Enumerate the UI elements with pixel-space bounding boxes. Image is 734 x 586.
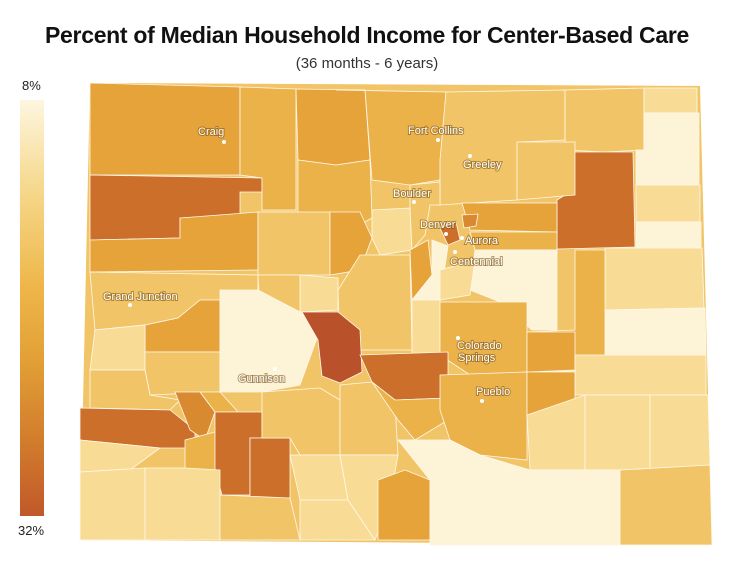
city-marker-greeley: Greeley (462, 154, 503, 172)
city-dot (460, 236, 464, 240)
county (411, 299, 441, 356)
city-label: Craig (198, 126, 224, 138)
county (371, 207, 413, 256)
legend-max-label: 8% (22, 78, 41, 93)
legend-min-label: 32% (18, 523, 45, 538)
county (337, 254, 413, 351)
county (219, 494, 301, 541)
county (289, 454, 349, 501)
city-marker-gunnison: Gunnison (237, 367, 286, 386)
county (649, 394, 711, 471)
city-label-line: Colorado (457, 340, 502, 352)
city-dot (468, 154, 472, 158)
city-dot (273, 367, 277, 371)
county (619, 464, 713, 546)
city-marker-colorado-springs: Colorado Springs (456, 336, 503, 365)
city-dot (456, 336, 460, 340)
county (439, 221, 461, 246)
county (79, 467, 151, 541)
county (643, 87, 698, 114)
county (584, 394, 651, 471)
county (635, 112, 700, 186)
legend-color-scale (20, 100, 44, 516)
city-marker-grand-junction: Grand Junction (102, 290, 179, 307)
city-label: Centennial (450, 256, 503, 268)
city-marker-centennial: Centennial (449, 250, 504, 269)
county (219, 289, 321, 393)
city-label: Boulder (393, 188, 431, 200)
county (574, 354, 707, 396)
county (635, 184, 701, 223)
county (461, 213, 479, 229)
city-label: Grand Junction (103, 291, 178, 303)
city-dot (436, 138, 440, 142)
city-label: Denver (420, 219, 456, 231)
county (257, 211, 331, 276)
city-marker-fort-collins: Fort Collins (407, 124, 465, 142)
city-label: Greeley (463, 159, 502, 171)
city-dot (480, 399, 484, 403)
city-label: Gunnison (238, 373, 285, 385)
county (144, 467, 221, 541)
city-label: Aurora (465, 235, 499, 247)
county (174, 391, 216, 441)
city-marker-pueblo: Pueblo (475, 385, 511, 403)
county (89, 324, 146, 371)
city-dot (412, 200, 416, 204)
map-subtitle: (36 months - 6 years) (295, 55, 439, 72)
city-label-line: Springs (458, 352, 496, 364)
city-marker-boulder: Boulder (392, 187, 432, 204)
city-dot (444, 232, 448, 236)
county (299, 274, 339, 313)
county (439, 259, 476, 301)
county (295, 88, 371, 166)
county (301, 311, 363, 384)
county (526, 331, 576, 373)
map-title: Percent of Median Household Income for C… (45, 22, 689, 48)
city-label: Pueblo (476, 386, 510, 398)
county (409, 181, 441, 252)
city-dot (222, 140, 226, 144)
county (564, 87, 645, 153)
city-dot (453, 250, 457, 254)
county (604, 307, 707, 356)
city-dot (128, 303, 132, 307)
city-label: Colorado Springs (457, 340, 502, 364)
city-marker-denver: Denver (419, 218, 457, 236)
county (144, 351, 221, 396)
city-marker-craig: Craig (197, 125, 226, 144)
county (377, 469, 431, 541)
county (635, 221, 702, 249)
city-label: Fort Collins (408, 125, 464, 137)
county (604, 247, 705, 311)
county (249, 437, 291, 499)
county (439, 301, 528, 376)
county (339, 381, 399, 456)
county (516, 141, 576, 201)
city-marker-aurora: Aurora (460, 234, 500, 248)
